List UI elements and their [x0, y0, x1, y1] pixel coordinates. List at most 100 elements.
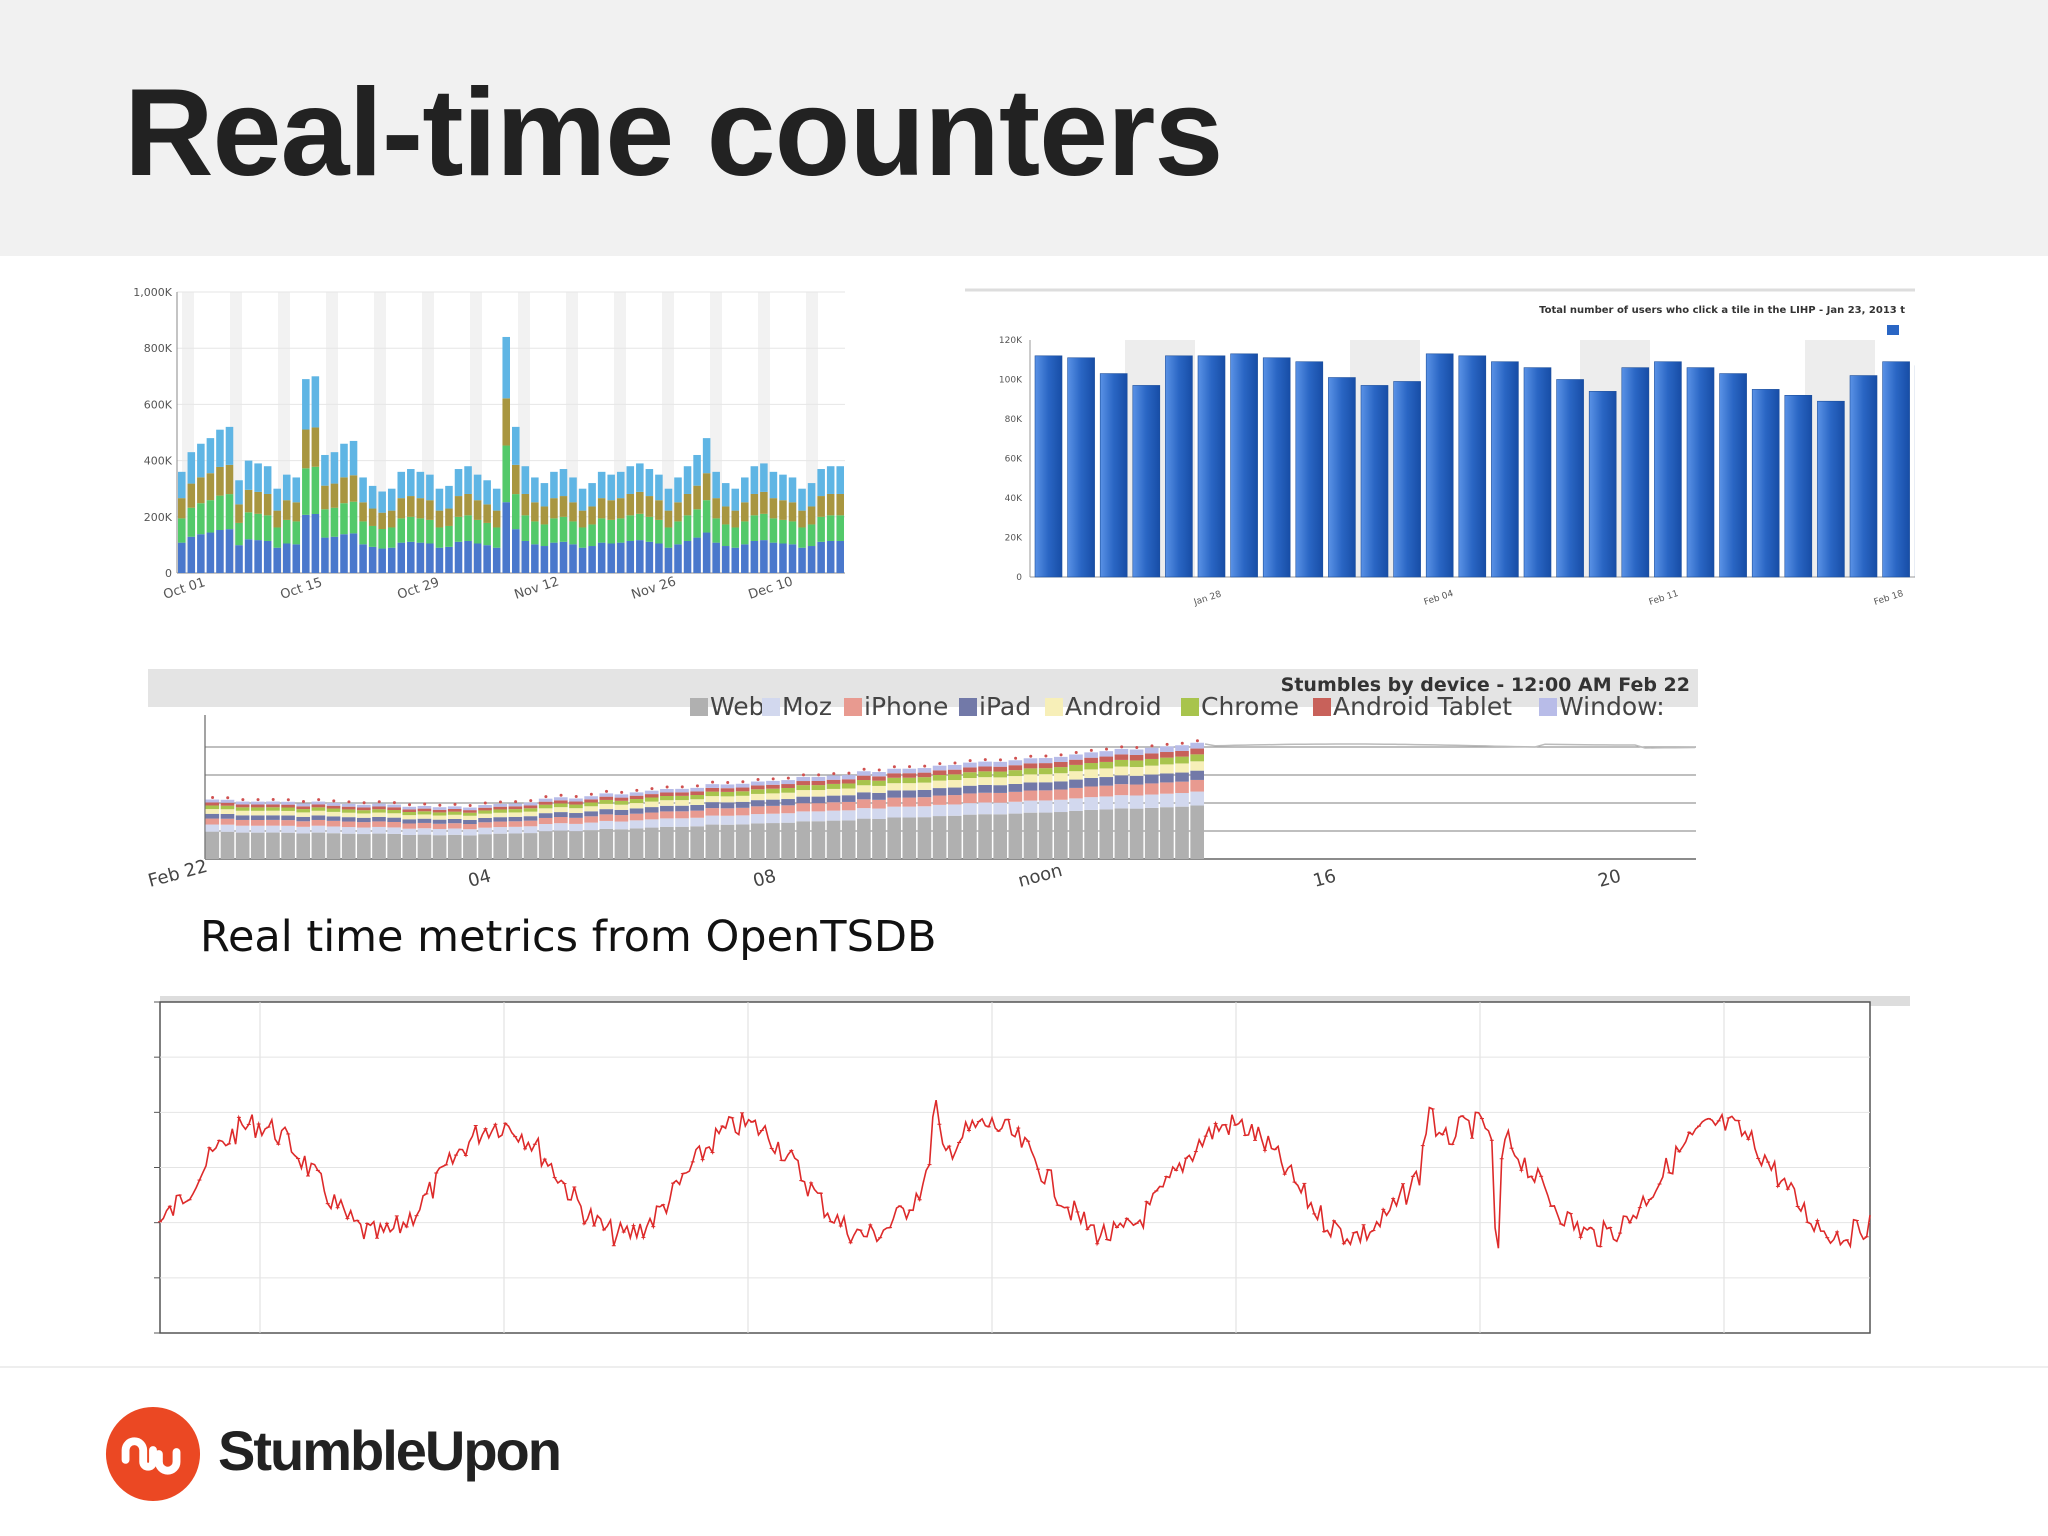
bar-segment: [263, 493, 272, 516]
bar-segment: [235, 810, 250, 816]
bar-segment: [626, 540, 635, 573]
bar-segment: [523, 816, 538, 821]
bar-segment: [1069, 798, 1083, 811]
bar-segment: [372, 826, 386, 834]
stacked-bar: [720, 780, 735, 859]
bar-segment: [349, 501, 358, 534]
bar-segment: [454, 516, 463, 542]
bar-segment: [1008, 813, 1023, 859]
bar-segment: [1144, 774, 1159, 784]
bar: [1067, 357, 1095, 578]
stacked-bar: [302, 379, 310, 573]
bar-segment: [235, 815, 250, 820]
series-marker: [514, 800, 518, 804]
bar-segment: [836, 515, 844, 541]
x-tick-label: Feb 18: [1873, 589, 1905, 608]
bar-segment: [416, 542, 425, 573]
bar-segment: [826, 493, 835, 516]
bar: [1230, 353, 1258, 578]
bar-segment: [478, 822, 492, 828]
bar-segment: [387, 547, 396, 573]
bar-segment: [674, 477, 682, 503]
bar-segment: [235, 825, 250, 833]
bar-segment: [402, 823, 417, 829]
series-marker: [211, 796, 215, 800]
bar-segment: [721, 546, 730, 573]
bar-segment: [254, 513, 262, 541]
bar-segment: [1084, 752, 1098, 758]
bar-segment: [538, 824, 553, 832]
stacked-bar: [917, 764, 932, 859]
stacked-bar: [372, 800, 386, 859]
series-marker: [423, 802, 427, 806]
bar-segment: [417, 818, 432, 823]
bar-segment: [735, 824, 750, 859]
bar-segment: [781, 822, 795, 859]
bar-segment: [447, 819, 462, 824]
bar: [1621, 367, 1650, 578]
bar-segment: [902, 806, 917, 818]
bar-segment: [426, 543, 434, 573]
bar-segment: [629, 813, 644, 821]
bar-segment: [917, 772, 932, 778]
bar-segment: [296, 803, 311, 807]
bar-segment: [357, 827, 371, 835]
bar-segment: [872, 780, 886, 786]
stacked-bar: [578, 488, 587, 573]
bar-segment: [569, 831, 583, 859]
stacked-bar: [321, 454, 329, 573]
series-marker: [908, 765, 912, 769]
stacked-bar: [766, 777, 780, 859]
bar-segment: [872, 785, 886, 793]
bar-segment: [1129, 760, 1144, 768]
x-tick-label: Jan 28: [1192, 590, 1223, 609]
bar-segment: [432, 807, 447, 810]
stacked-bar: [512, 426, 520, 573]
series-marker: [923, 764, 927, 768]
legend-swatch: [1313, 698, 1331, 716]
bar-segment: [281, 807, 295, 811]
bar-segment: [326, 802, 341, 806]
bar: [1458, 355, 1487, 578]
y-tick-label: 100K: [999, 376, 1023, 386]
bar-segment: [769, 471, 778, 499]
bar-segment: [766, 788, 780, 794]
bar-segment: [1084, 797, 1098, 810]
bar-segment: [781, 787, 795, 793]
bar-segment: [197, 534, 205, 573]
stacked-bar: [282, 474, 291, 573]
bar-segment: [521, 493, 530, 516]
bar-segment: [435, 488, 444, 511]
bar-segment: [690, 826, 704, 859]
bar-segment: [341, 809, 356, 813]
bar-segment: [372, 809, 386, 813]
bar-segment: [1144, 747, 1159, 754]
series-marker: [589, 792, 593, 796]
bar-segment: [402, 828, 417, 835]
bar-segment: [674, 502, 682, 522]
stacked-bar: [760, 463, 768, 573]
bar-segment: [644, 827, 659, 859]
stacked-bar: [281, 798, 295, 859]
bar-segment: [645, 516, 654, 542]
bar-segment: [538, 813, 553, 818]
bar-segment: [597, 498, 606, 519]
series-marker: [1120, 745, 1124, 749]
bar-segment: [947, 815, 962, 859]
bar-segment: [266, 807, 280, 811]
stacked-bar: [597, 471, 606, 573]
bar-segment: [454, 469, 463, 497]
bar-segment: [402, 806, 417, 810]
bar-segment: [553, 812, 568, 818]
bar-segment: [902, 797, 917, 807]
bar-segment: [705, 787, 720, 792]
series-marker: [256, 798, 260, 802]
bar-segment: [281, 820, 295, 826]
bar-segment: [796, 821, 811, 859]
bar-segment: [932, 788, 947, 796]
bar-segment: [493, 817, 508, 822]
bar-segment: [963, 793, 977, 804]
bar-segment: [372, 812, 386, 817]
bar-segment: [1190, 754, 1204, 762]
